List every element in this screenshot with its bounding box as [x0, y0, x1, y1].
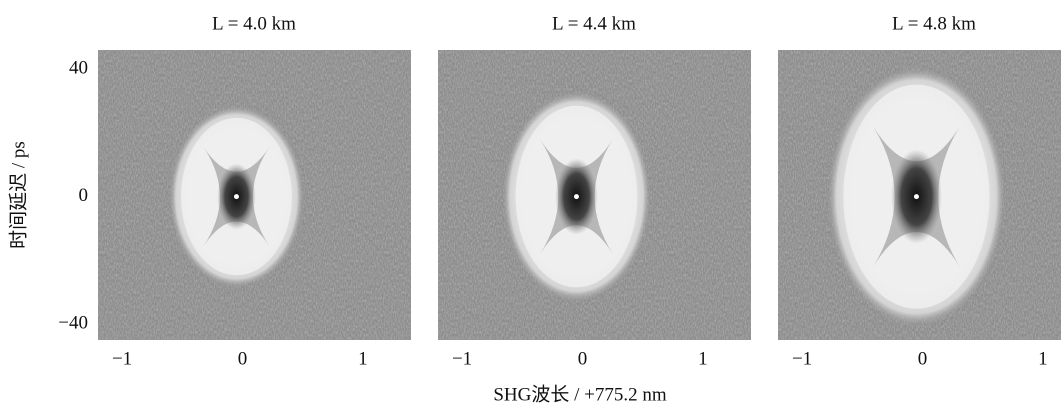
- x-tick-label: 1: [358, 348, 368, 369]
- x-tick-label: 0: [238, 348, 248, 369]
- x-tick-label: −1: [112, 348, 132, 369]
- panel-title: L = 4.8 km: [892, 13, 976, 34]
- x-tick-label: 0: [578, 348, 588, 369]
- y-tick-label: −40: [58, 312, 88, 333]
- x-tick-label: −1: [452, 348, 472, 369]
- x-tick-label: −1: [792, 348, 812, 369]
- x-axis-label: SHG波长 / +775.2 nm: [493, 383, 667, 405]
- x-tick-label: 1: [698, 348, 708, 369]
- trace-peak: [573, 194, 579, 200]
- panels: L = 4.0 km −1 0 1 −40 0 40 L = 4.4 km −1 0 1 L = 4.…: [58, 13, 1061, 369]
- x-tick-label: 0: [918, 348, 928, 369]
- panel-title: L = 4.4 km: [552, 13, 636, 34]
- panel-title: L = 4.0 km: [212, 13, 296, 34]
- x-tick-label: 1: [1038, 348, 1048, 369]
- y-tick-label: 0: [79, 185, 89, 206]
- trace-peak: [913, 194, 919, 200]
- y-axis-label: 时间延迟 / ps: [7, 141, 29, 249]
- y-tick-label: 40: [69, 57, 88, 78]
- trace-peak: [233, 194, 239, 200]
